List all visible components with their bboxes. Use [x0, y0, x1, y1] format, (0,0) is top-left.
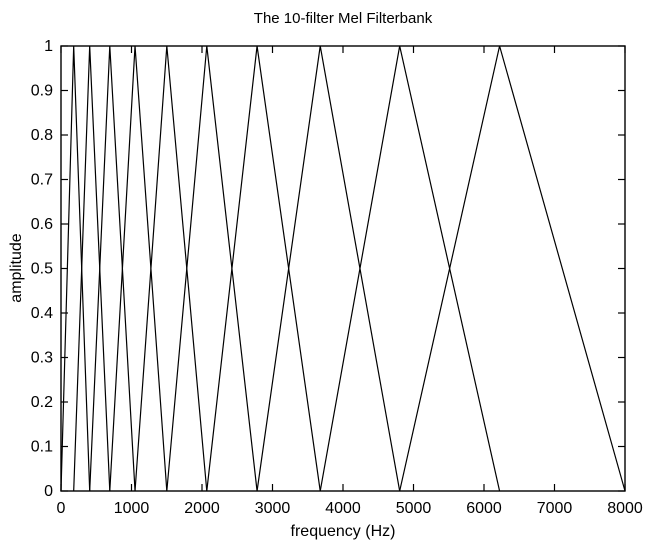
filter-triangle-3 [89, 45, 136, 492]
filter-triangle-6 [166, 45, 258, 492]
x-tick-label: 6000 [466, 500, 502, 517]
y-tick-label: 0.1 [31, 439, 53, 456]
filter-triangle-2 [73, 45, 111, 492]
x-tick-label: 5000 [396, 500, 432, 517]
y-tick-label: 0.7 [31, 172, 53, 189]
y-tick-label: 0.9 [31, 83, 53, 100]
y-tick-label: 0.6 [31, 216, 53, 233]
y-tick-label: 0.5 [31, 261, 53, 278]
y-tick-label: 1 [44, 38, 53, 55]
x-tick-label: 1000 [114, 500, 150, 517]
filter-triangle-10 [399, 45, 626, 492]
filter-triangle-1 [60, 45, 91, 492]
filter-triangle-5 [134, 45, 208, 492]
filter-triangle-8 [256, 45, 401, 492]
x-tick-label: 3000 [255, 500, 291, 517]
plot-box [60, 45, 626, 492]
y-tick-label: 0 [44, 483, 53, 500]
x-tick-label: 2000 [184, 500, 220, 517]
x-axis-label: frequency (Hz) [290, 523, 396, 540]
x-tick-label: 7000 [537, 500, 573, 517]
y-tick-label: 0.4 [31, 305, 53, 322]
filter-triangle-9 [319, 45, 501, 492]
y-tick-label: 0.2 [31, 394, 53, 411]
x-tick-label: 0 [57, 500, 66, 517]
y-tick-label: 0.8 [31, 127, 53, 144]
filter-triangle-4 [109, 45, 168, 492]
x-tick-label: 4000 [325, 500, 361, 517]
filter-triangle-7 [206, 45, 321, 492]
chart-title: The 10-filter Mel Filterbank [253, 10, 433, 27]
x-tick-label: 8000 [607, 500, 643, 517]
y-tick-label: 0.3 [31, 350, 53, 367]
